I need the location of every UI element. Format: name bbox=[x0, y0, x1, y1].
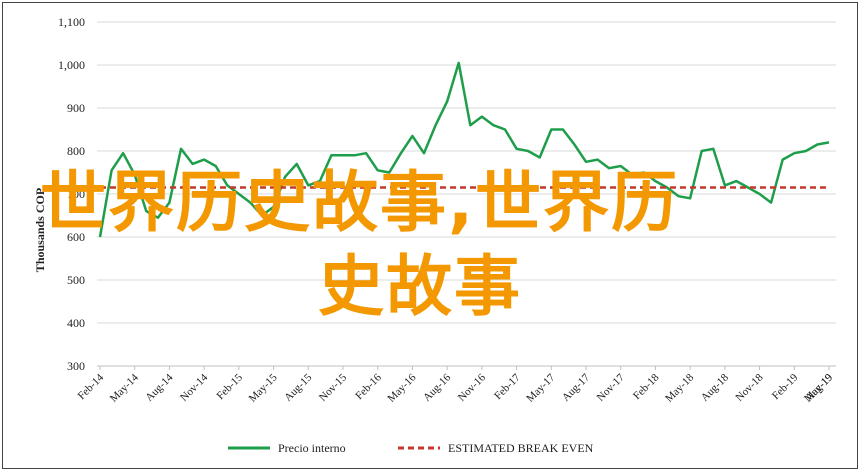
x-tick-label: May-14 bbox=[108, 371, 141, 404]
x-tick-label: Feb-19 bbox=[770, 371, 801, 402]
y-tick-label: 500 bbox=[67, 273, 85, 287]
x-tick-label: Nov-18 bbox=[733, 371, 766, 404]
legend-label-break-even: ESTIMATED BREAK EVEN bbox=[448, 441, 594, 455]
legend-label-precio-interno: Precio interno bbox=[278, 441, 346, 455]
x-tick-label: Aug-18 bbox=[699, 371, 732, 404]
y-tick-label: 800 bbox=[67, 144, 85, 158]
x-tick-label: Nov-17 bbox=[595, 371, 628, 404]
x-tick-label: May-17 bbox=[524, 371, 557, 404]
x-tick-label: Nov-14 bbox=[178, 371, 211, 404]
series-lines bbox=[98, 61, 830, 238]
x-tick-label: Aug-17 bbox=[560, 371, 593, 404]
y-tick-label: 300 bbox=[67, 359, 85, 373]
gridlines bbox=[97, 21, 836, 367]
x-tick-label: May-18 bbox=[663, 371, 696, 404]
legend: Precio interno ESTIMATED BREAK EVEN bbox=[228, 441, 594, 455]
x-tick-label: Feb-18 bbox=[631, 371, 662, 402]
x-tick-label: Feb-15 bbox=[214, 371, 245, 402]
y-tick-label: 700 bbox=[67, 187, 85, 201]
x-tick-label: Feb-16 bbox=[353, 371, 384, 402]
y-axis-label: Thousands COP bbox=[33, 188, 47, 272]
series-line-precio-interno bbox=[98, 61, 830, 238]
y-tick-labels: 300 400 500 600 700 800 900 1,000 1,100 bbox=[58, 15, 85, 373]
y-tick-label: 900 bbox=[67, 101, 85, 115]
x-tick-label: Aug-19 bbox=[803, 371, 836, 404]
y-tick-label: 1,000 bbox=[58, 58, 85, 72]
x-tick-label: Feb-17 bbox=[492, 371, 523, 402]
x-tick-label: May-16 bbox=[385, 371, 418, 404]
x-tick-label: May-15 bbox=[247, 371, 280, 404]
x-tick-labels: Feb-14 May-14 Aug-14 Nov-14 Feb-15 May-15 Aug-… bbox=[76, 366, 836, 405]
y-tick-label: 1,100 bbox=[58, 15, 85, 29]
y-tick-label: 400 bbox=[67, 316, 85, 330]
y-tick-label: 600 bbox=[67, 230, 85, 244]
x-tick-label: Aug-14 bbox=[143, 371, 176, 404]
x-tick-label: Feb-14 bbox=[76, 371, 107, 402]
x-tick-label: Nov-16 bbox=[456, 371, 489, 404]
x-tick-label: Aug-15 bbox=[282, 371, 315, 404]
x-tick-label: Nov-15 bbox=[317, 371, 350, 404]
x-tick-label: Aug-16 bbox=[421, 371, 454, 404]
